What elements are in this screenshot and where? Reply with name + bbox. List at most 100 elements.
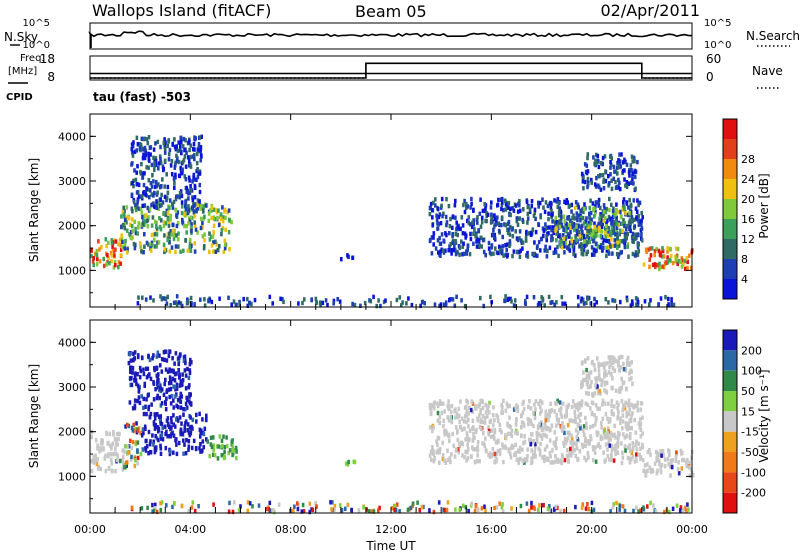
range-cell — [559, 217, 563, 223]
range-cell — [464, 235, 467, 240]
range-cell — [628, 173, 631, 178]
range-cell — [391, 506, 394, 511]
range-cell — [163, 146, 167, 151]
range-cell — [148, 415, 152, 420]
range-cell — [566, 430, 569, 435]
range-cell — [187, 207, 190, 212]
range-cell — [596, 200, 600, 205]
range-cell — [142, 152, 145, 157]
range-cell — [181, 204, 184, 209]
range-cell — [440, 203, 443, 208]
range-cell — [595, 415, 598, 421]
range-cell — [159, 451, 163, 456]
range-cell — [543, 447, 547, 452]
range-cell — [171, 356, 174, 361]
range-cell — [595, 432, 599, 438]
range-cell — [128, 352, 131, 357]
range-cell — [586, 184, 589, 190]
range-cell — [215, 444, 219, 449]
range-cell — [515, 418, 518, 423]
range-cell — [180, 200, 184, 205]
range-cell — [669, 253, 673, 259]
range-cell — [593, 391, 597, 396]
range-cell — [151, 215, 155, 220]
freq-left-tick-top: 18 — [40, 52, 55, 66]
range-cell — [143, 155, 147, 161]
range-cell — [580, 403, 584, 408]
range-cell — [448, 224, 452, 229]
range-cell — [683, 258, 687, 264]
range-cell — [182, 248, 185, 253]
range-cell — [549, 454, 552, 459]
range-cell — [581, 502, 585, 507]
range-cell — [607, 370, 611, 375]
range-cell — [578, 401, 581, 406]
range-cell — [595, 380, 598, 385]
range-cell — [566, 232, 570, 237]
range-cell — [594, 376, 597, 381]
range-cell — [554, 215, 558, 221]
range-cell — [144, 448, 148, 453]
range-cell — [634, 442, 637, 447]
range-cell — [629, 432, 632, 437]
range-cell — [438, 235, 441, 241]
range-cell — [613, 238, 617, 243]
range-cell — [522, 458, 525, 463]
range-cell — [141, 214, 144, 220]
range-cell — [510, 433, 514, 439]
range-cell — [154, 162, 158, 168]
range-cell — [169, 386, 173, 392]
range-cell — [104, 468, 108, 474]
range-cell — [621, 407, 625, 412]
range-cell — [509, 224, 512, 230]
range-cell — [517, 216, 520, 221]
range-cell — [175, 194, 178, 199]
range-cell — [160, 401, 164, 406]
range-cell — [217, 222, 221, 228]
range-cell — [177, 355, 181, 360]
range-cell — [521, 410, 525, 415]
range-cell — [631, 301, 634, 306]
range-cell — [168, 375, 172, 380]
range-cell — [618, 159, 622, 164]
range-cell — [518, 208, 522, 213]
range-cell — [663, 463, 667, 469]
range-cell — [471, 220, 474, 225]
range-cell — [308, 501, 312, 506]
range-cell — [119, 242, 122, 248]
range-cell — [118, 458, 122, 464]
range-cell — [333, 503, 337, 509]
range-cell — [196, 230, 199, 235]
range-cell — [449, 242, 452, 247]
range-cell — [201, 225, 204, 230]
range-cell — [193, 220, 196, 225]
range-cell — [540, 236, 543, 242]
range-cell — [181, 377, 185, 383]
range-cell — [532, 439, 536, 444]
range-cell — [188, 237, 192, 243]
range-cell — [190, 445, 194, 451]
range-cell — [449, 248, 452, 253]
power-colorbar-title: Power [dB] — [757, 173, 771, 238]
range-cell — [583, 206, 586, 212]
range-cell — [537, 222, 540, 227]
range-cell — [142, 136, 146, 142]
range-cell — [189, 143, 193, 148]
range-cell — [144, 297, 148, 302]
range-cell — [492, 433, 496, 439]
range-cell — [166, 294, 169, 300]
range-cell — [127, 444, 131, 449]
range-cell — [493, 505, 496, 511]
range-cell — [675, 255, 678, 260]
range-cell — [196, 202, 199, 208]
range-cell — [434, 197, 437, 202]
range-cell — [207, 211, 211, 216]
range-cell — [610, 178, 613, 183]
range-cell — [666, 255, 669, 260]
range-cell — [641, 215, 644, 220]
range-cell — [555, 412, 558, 418]
range-cell — [589, 370, 593, 375]
range-cell — [573, 447, 576, 453]
nave-line — [90, 62, 692, 79]
range-cell — [526, 416, 530, 422]
